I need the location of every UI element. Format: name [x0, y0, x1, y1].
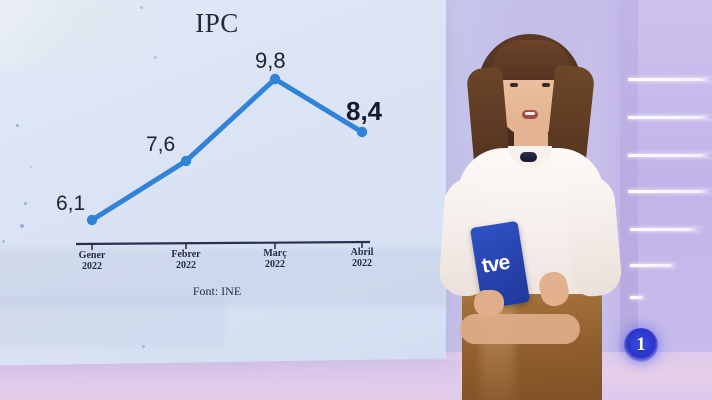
data-point-abril[interactable]: [356, 126, 368, 138]
x-axis-line: [75, 240, 371, 246]
value-label-gener: 6,1: [56, 192, 86, 215]
light-shelf: [630, 264, 676, 267]
x-axis-label-year: 2022: [352, 258, 372, 269]
ipc-line-chart: IPC 6,1 7,6 9,8: [47, 8, 407, 298]
light-shelf: [628, 190, 712, 193]
value-label-abril: 8,4: [346, 96, 383, 127]
light-shelf: [628, 154, 712, 157]
x-axis-label-month: Febrer: [171, 249, 201, 260]
x-axis-label-marc: Març 2022: [230, 248, 320, 270]
news-presenter: tve: [436, 28, 626, 400]
data-point-gener[interactable]: [86, 214, 98, 226]
tve-logo-text: tve: [480, 250, 511, 278]
presenter-mouth: [522, 110, 538, 119]
x-axis-label-month: Gener: [78, 250, 106, 261]
light-shelf: [628, 78, 712, 81]
channel-number: 1: [636, 334, 646, 355]
x-axis-label-year: 2022: [265, 259, 285, 270]
channel-logo-la1: 1: [624, 328, 658, 362]
chart-source-note: Font: INE: [192, 284, 242, 298]
value-label-febrer: 7,6: [146, 133, 176, 156]
value-label-marc: 9,8: [255, 48, 286, 73]
x-axis-label-year: 2022: [176, 260, 196, 271]
ipc-series-line: [89, 76, 365, 223]
studio-wall-right: [620, 0, 712, 400]
presenter-hand-left: [474, 290, 504, 316]
chart-display-screen: IPC 6,1 7,6 9,8: [0, 0, 446, 366]
screen-speck: [142, 345, 145, 348]
data-point-febrer[interactable]: [180, 155, 192, 167]
x-axis-label-gener: Gener 2022: [47, 250, 137, 272]
presenter-eye: [542, 83, 550, 87]
x-axis-label-febrer: Febrer 2022: [141, 249, 231, 271]
chart-plot-area: [75, 73, 371, 250]
light-shelf: [630, 296, 644, 299]
presenter-sleeve-right: [562, 174, 624, 298]
presenter-eye: [510, 83, 518, 87]
presenter-forearm: [460, 314, 580, 344]
x-axis-label-abril: Abril 2022: [317, 247, 407, 269]
x-axis-label-month: Abril: [350, 247, 374, 258]
x-axis-label-year: 2022: [82, 261, 102, 272]
light-shelf: [630, 228, 700, 231]
studio-floor-left: [0, 360, 460, 400]
x-axis-label-month: Març: [263, 248, 287, 259]
presenter-brooch: [520, 152, 537, 162]
light-shelf: [628, 116, 712, 119]
data-point-marc[interactable]: [269, 73, 281, 85]
